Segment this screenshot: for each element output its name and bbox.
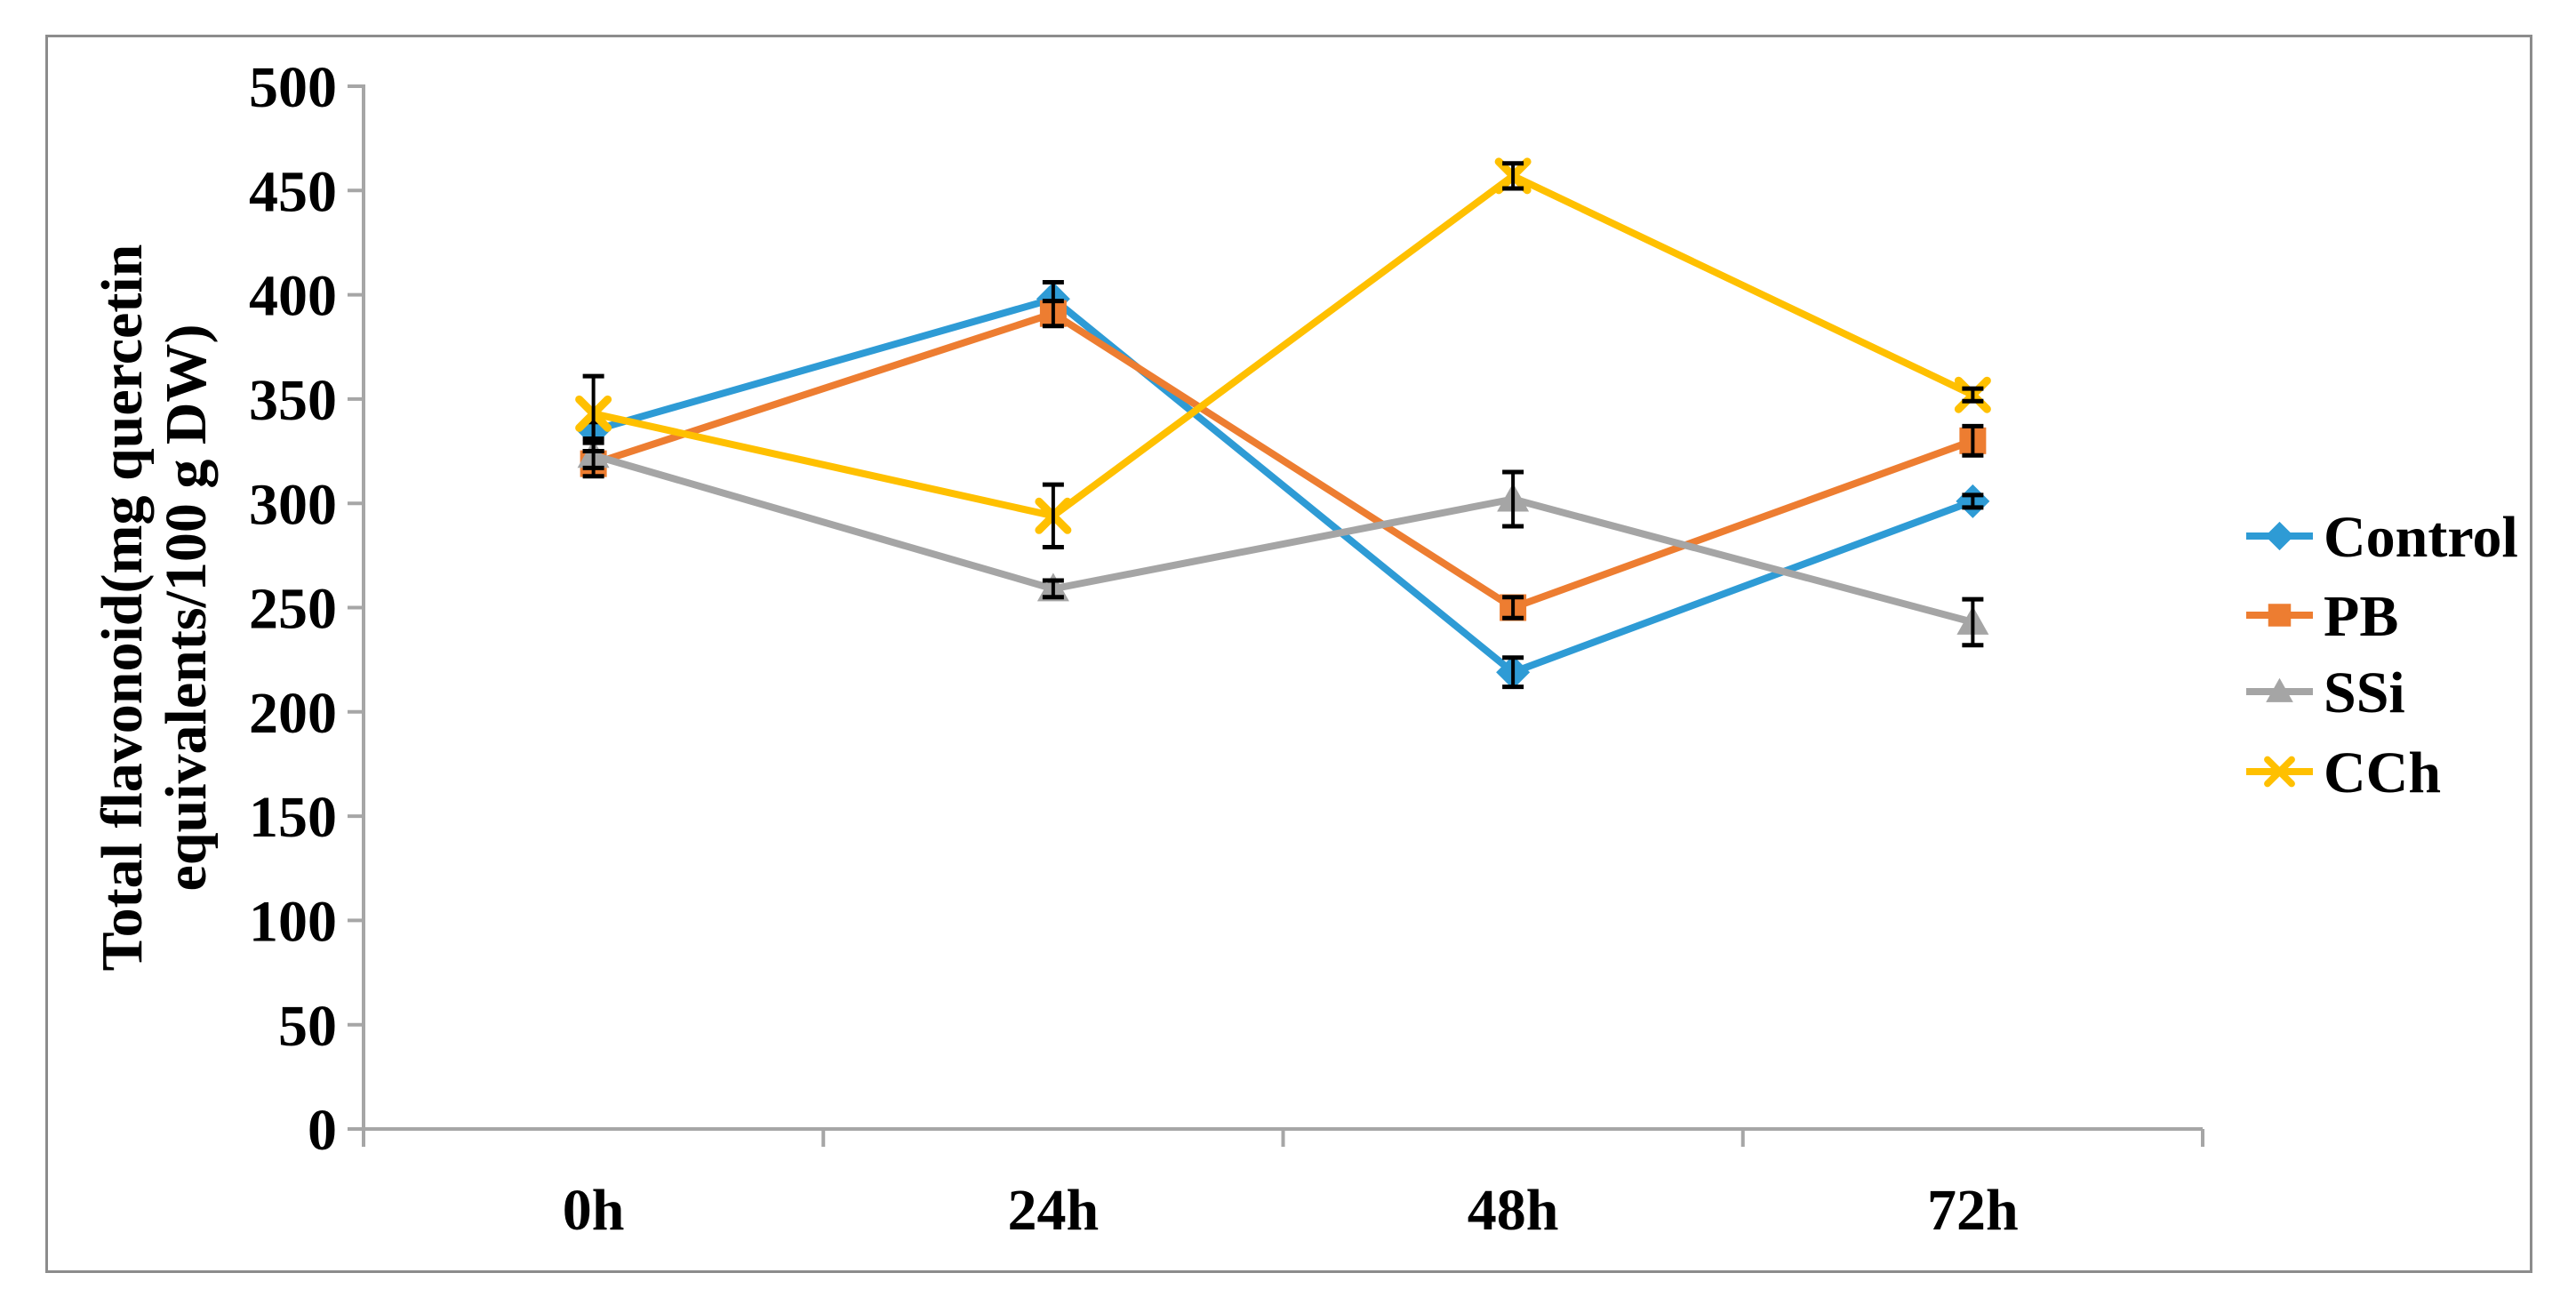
- x-axis-category-label: 72h: [1927, 1178, 2019, 1243]
- y-axis-tick-label: 100: [249, 890, 337, 955]
- y-axis-tick-label: 50: [278, 994, 337, 1059]
- y-axis-title-line: Total flavonoid(mg quercetin: [90, 244, 155, 972]
- series-line-cch: [589, 172, 1977, 520]
- y-axis-tick-label: 450: [249, 159, 337, 224]
- y-axis-tick-label: 250: [249, 577, 337, 642]
- y-axis-tick-label: 0: [308, 1098, 337, 1163]
- y-axis-tick-label: 400: [249, 264, 337, 329]
- legend-key-marker-pb: [2268, 604, 2292, 627]
- x-axis-category-label: 0h: [563, 1178, 625, 1243]
- series-line-control: [589, 295, 1977, 677]
- legend-label-cch: CCh: [2324, 741, 2441, 805]
- legend-key-marker-control: [2265, 521, 2294, 551]
- y-axis-tick-label: 350: [249, 368, 337, 433]
- x-axis-category-label: 48h: [1468, 1178, 1559, 1243]
- series-line-ssi: [589, 452, 1977, 626]
- y-axis-title-line: equivalents/100 g DW): [154, 324, 219, 891]
- legend-label-pb: PB: [2324, 584, 2398, 649]
- legend-key-marker-ssi: [2266, 677, 2293, 702]
- y-axis-tick-label: 500: [249, 55, 337, 120]
- series-line-pb: [589, 309, 1977, 612]
- figure-border: [45, 35, 2532, 1273]
- legend-label-ssi: SSi: [2324, 661, 2405, 725]
- y-axis-tick-label: 200: [249, 681, 337, 746]
- legend-key-marker-cch: [2264, 756, 2295, 788]
- legend-label-control: Control: [2324, 505, 2518, 570]
- y-axis-tick-label: 150: [249, 785, 337, 850]
- x-axis-category-label: 24h: [1008, 1178, 1100, 1243]
- y-axis-tick-label: 300: [249, 472, 337, 537]
